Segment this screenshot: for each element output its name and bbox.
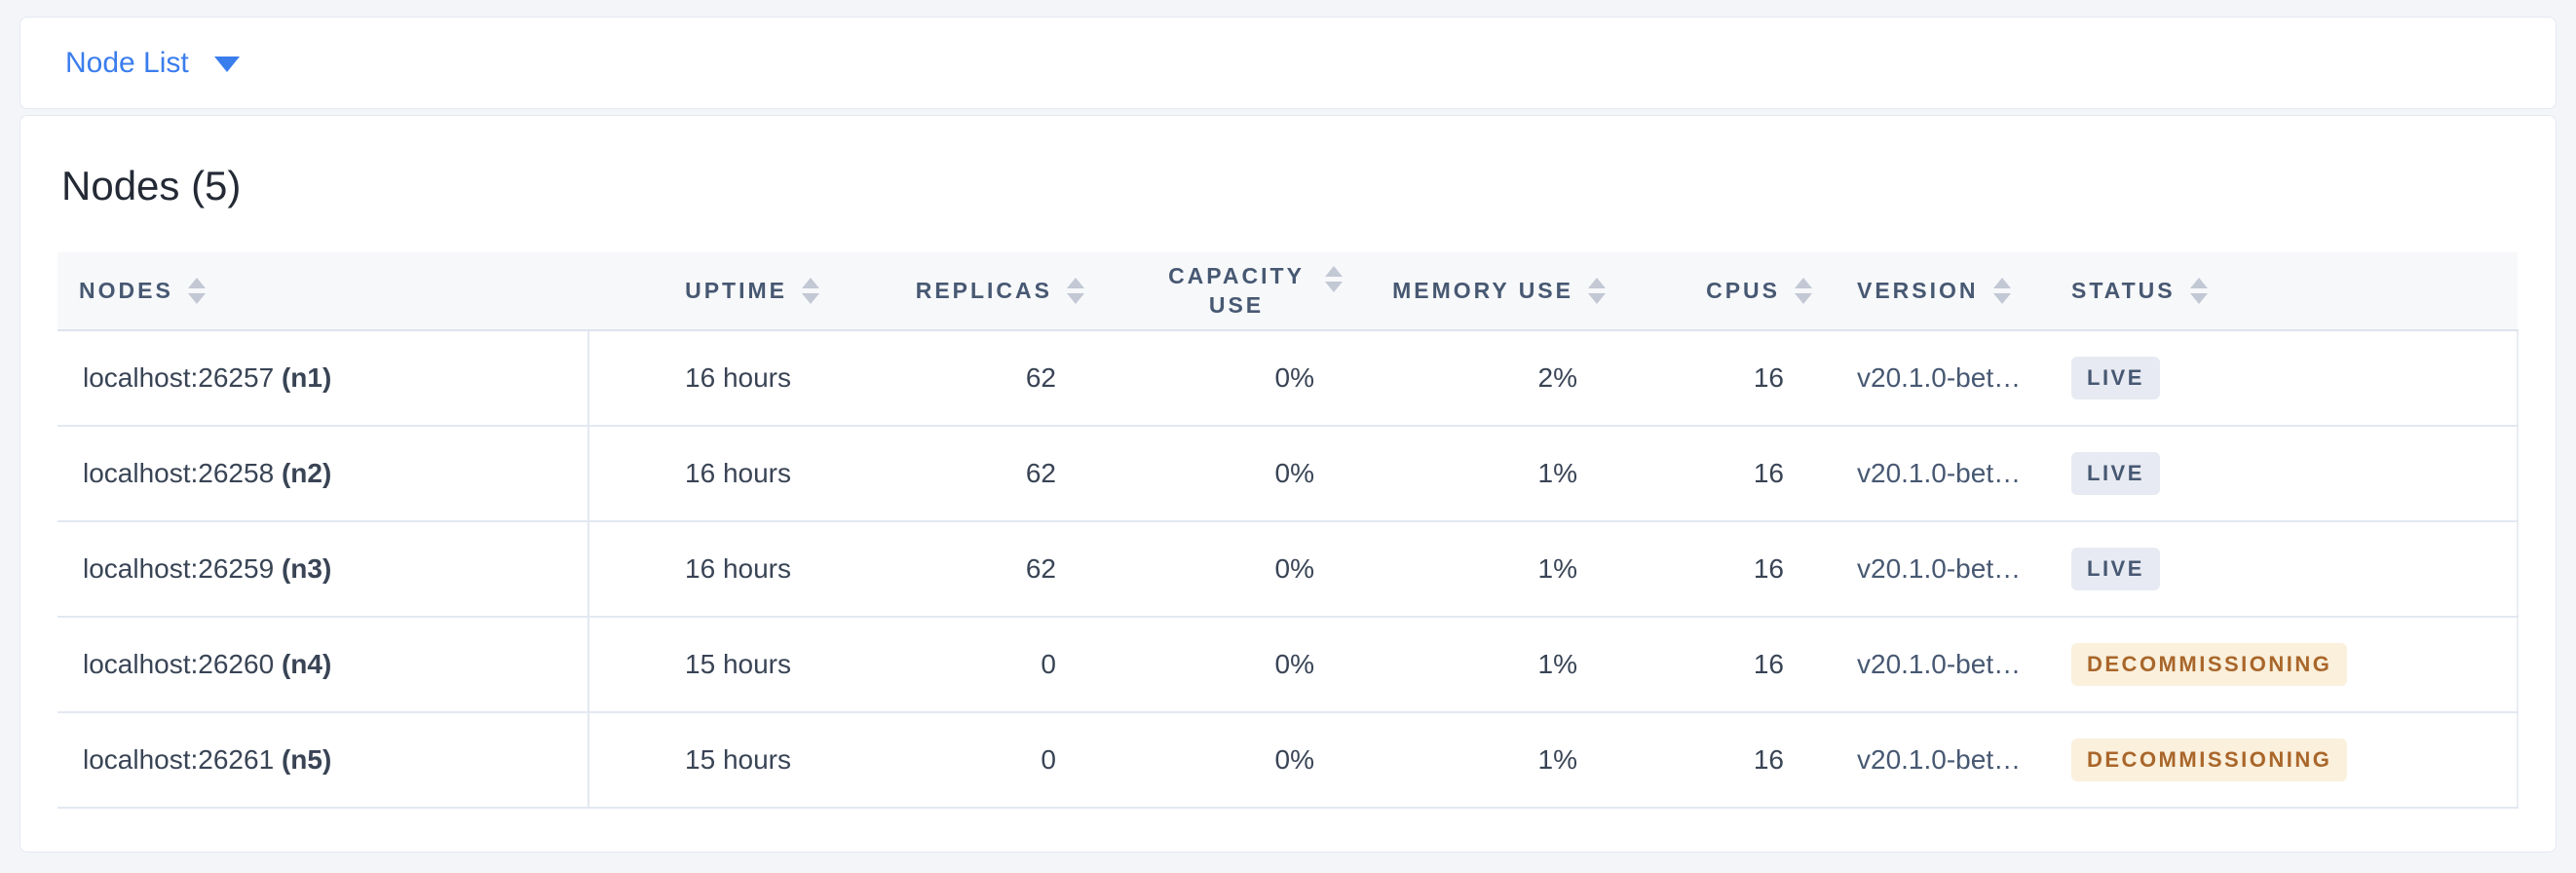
status-cell: DECOMMISSIONING (2052, 712, 2519, 809)
node-address: localhost:26259 (83, 553, 282, 584)
cpus-cell: 16 (1607, 521, 1813, 618)
uptime-cell: 15 hours (588, 712, 820, 809)
sort-arrows-icon (1794, 277, 1813, 304)
node-address-cell: localhost:26261 (n5) (57, 712, 589, 809)
table-header-row: NODES UPTIME REPLICAS CAPACITY USE MEMORY US… (57, 252, 2518, 331)
column-header-capacity_use[interactable]: CAPACITY USE (1085, 252, 1344, 331)
status-badge: DECOMMISSIONING (2071, 643, 2348, 686)
cpus-cell: 16 (1607, 426, 1813, 522)
node-row: localhost:26258 (n2) 16 hours 62 0% 1% 16 v20.… (57, 426, 2519, 522)
nodes-table: NODES UPTIME REPLICAS CAPACITY USE MEMORY US… (57, 252, 2519, 809)
node-row: localhost:26261 (n5) 15 hours 0 0% 1% 16 v20.1… (57, 712, 2519, 809)
node-row: localhost:26260 (n4) 15 hours 0 0% 1% 16 v20.1… (57, 617, 2519, 713)
node-row: localhost:26257 (n1) 16 hours 62 0% 2% 16 v20.… (57, 330, 2519, 427)
memory-use-cell: 1% (1344, 426, 1607, 522)
capacity-use-cell: 0% (1085, 330, 1344, 427)
uptime-cell: 16 hours (588, 330, 820, 427)
node-id: (n1) (281, 362, 332, 393)
node-address: localhost:26260 (83, 649, 282, 679)
column-header-memory_use[interactable]: MEMORY USE (1344, 252, 1607, 331)
memory-use-cell: 1% (1344, 712, 1607, 809)
column-header-nodes[interactable]: NODES (57, 252, 588, 331)
status-badge: LIVE (2071, 357, 2160, 399)
sort-arrows-icon (1324, 265, 1344, 292)
page: Node List Nodes (5) NODES UPTIME REPLICAS C… (19, 17, 2557, 853)
version-cell: v20.1.0-bet… (1813, 426, 2052, 522)
memory-use-cell: 1% (1344, 521, 1607, 618)
view-selector-bar: Node List (19, 17, 2557, 109)
page-title: Nodes (5) (61, 163, 242, 209)
chevron-down-icon (213, 57, 240, 72)
version-cell: v20.1.0-bet… (1813, 330, 2052, 427)
column-header-version[interactable]: VERSION (1813, 252, 2052, 331)
replicas-cell: 62 (820, 426, 1085, 522)
version-cell: v20.1.0-bet… (1813, 521, 2052, 618)
uptime-cell: 16 hours (588, 426, 820, 522)
status-badge: LIVE (2071, 548, 2160, 590)
replicas-cell: 0 (820, 712, 1085, 809)
version-cell: v20.1.0-bet… (1813, 617, 2052, 713)
node-address-cell: localhost:26258 (n2) (57, 426, 589, 522)
sort-arrows-icon (187, 277, 207, 304)
status-cell: LIVE (2052, 330, 2519, 427)
cpus-cell: 16 (1607, 617, 1813, 713)
node-id: (n2) (281, 458, 332, 488)
uptime-cell: 15 hours (588, 617, 820, 713)
sort-arrows-icon (1066, 277, 1085, 304)
status-badge: LIVE (2071, 452, 2160, 495)
node-address-cell: localhost:26260 (n4) (57, 617, 589, 713)
node-address: localhost:26257 (83, 362, 282, 393)
column-header-uptime[interactable]: UPTIME (588, 252, 820, 331)
nodes-card: Nodes (5) NODES UPTIME REPLICAS CAPACITY US… (19, 115, 2557, 853)
node-id: (n3) (281, 553, 332, 584)
memory-use-cell: 2% (1344, 330, 1607, 427)
sort-arrows-icon (1992, 277, 2012, 304)
uptime-cell: 16 hours (588, 521, 820, 618)
node-row: localhost:26259 (n3) 16 hours 62 0% 1% 16 v20.… (57, 521, 2519, 618)
cpus-cell: 16 (1607, 330, 1813, 427)
capacity-use-cell: 0% (1085, 426, 1344, 522)
column-label-nodes: NODES (79, 277, 173, 303)
sort-arrows-icon (801, 277, 820, 304)
node-list-dropdown-label: Node List (65, 46, 189, 79)
sort-arrows-icon (2189, 277, 2209, 304)
memory-use-cell: 1% (1344, 617, 1607, 713)
capacity-use-cell: 0% (1085, 617, 1344, 713)
cpus-cell: 16 (1607, 712, 1813, 809)
node-list-dropdown[interactable]: Node List (65, 46, 240, 79)
replicas-cell: 62 (820, 521, 1085, 618)
column-label-version: VERSION (1857, 277, 1979, 303)
column-header-cpus[interactable]: CPUS (1607, 252, 1813, 331)
column-label-cpus: CPUS (1706, 277, 1780, 303)
column-label-memory_use: MEMORY USE (1392, 277, 1573, 303)
version-cell: v20.1.0-bet… (1813, 712, 2052, 809)
status-cell: LIVE (2052, 426, 2519, 522)
node-id: (n4) (281, 649, 332, 679)
column-label-uptime: UPTIME (685, 277, 787, 303)
column-header-status[interactable]: STATUS (2052, 252, 2518, 331)
column-header-replicas[interactable]: REPLICAS (820, 252, 1085, 331)
node-address-cell: localhost:26257 (n1) (57, 330, 589, 427)
replicas-cell: 0 (820, 617, 1085, 713)
column-label-replicas: REPLICAS (915, 277, 1052, 303)
node-address: localhost:26261 (83, 744, 282, 775)
status-cell: DECOMMISSIONING (2052, 617, 2519, 713)
status-cell: LIVE (2052, 521, 2519, 618)
status-badge: DECOMMISSIONING (2071, 739, 2348, 781)
capacity-use-cell: 0% (1085, 712, 1344, 809)
replicas-cell: 62 (820, 330, 1085, 427)
sort-arrows-icon (1587, 277, 1607, 304)
node-address-cell: localhost:26259 (n3) (57, 521, 589, 618)
column-label-capacity_use: CAPACITY USE (1168, 262, 1305, 318)
node-address: localhost:26258 (83, 458, 282, 488)
node-id: (n5) (281, 744, 332, 775)
column-label-status: STATUS (2071, 277, 2176, 303)
capacity-use-cell: 0% (1085, 521, 1344, 618)
